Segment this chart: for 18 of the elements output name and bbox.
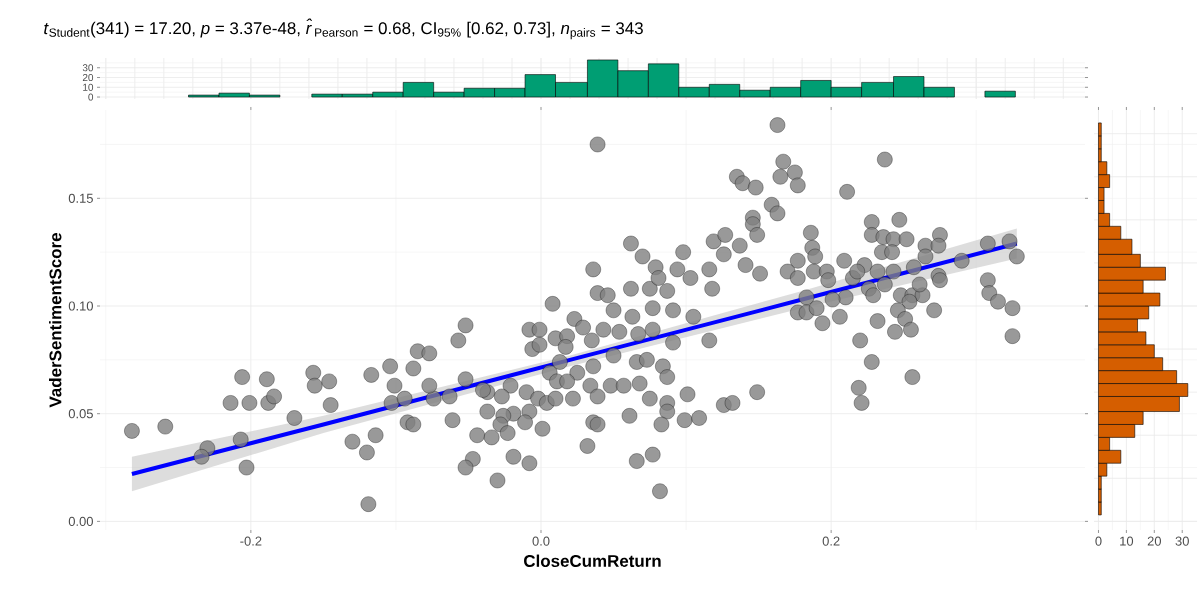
x-axis-title: CloseCumReturn [524,554,661,567]
y-tick-label: 0.15 [68,193,93,203]
x-tick-label: 0.2 [822,536,840,546]
y-tick-label: 0.10 [68,301,93,311]
x-tick-label: -0.2 [240,536,262,546]
x-tick-label: 10 [1120,536,1134,546]
y-tick-label: 0.05 [68,409,93,419]
x-tick-label: 30 [1175,536,1189,546]
chart-title: t$_{Student}$(341) = 17.20, p = 3.37e-48, r̂$_{Pearson}$ = 0.68, CI$_{95%}$ [0.62, 0.73], n$_{pairs}$ = 343 [44,18,643,40]
y-tick-label: 0.00 [68,516,93,526]
x-tick-label: 20 [1147,536,1162,546]
y-tick-label: 0 [88,93,94,101]
x-tick-label: 0 [1095,536,1102,546]
x-tick-label: 0.0 [532,536,550,546]
y-tick-label: 20 [82,74,94,82]
y-tick-label: 10 [83,83,94,91]
y-tick-label: 30 [82,64,94,72]
y-axis-title: VaderSentimentScore [49,233,62,408]
